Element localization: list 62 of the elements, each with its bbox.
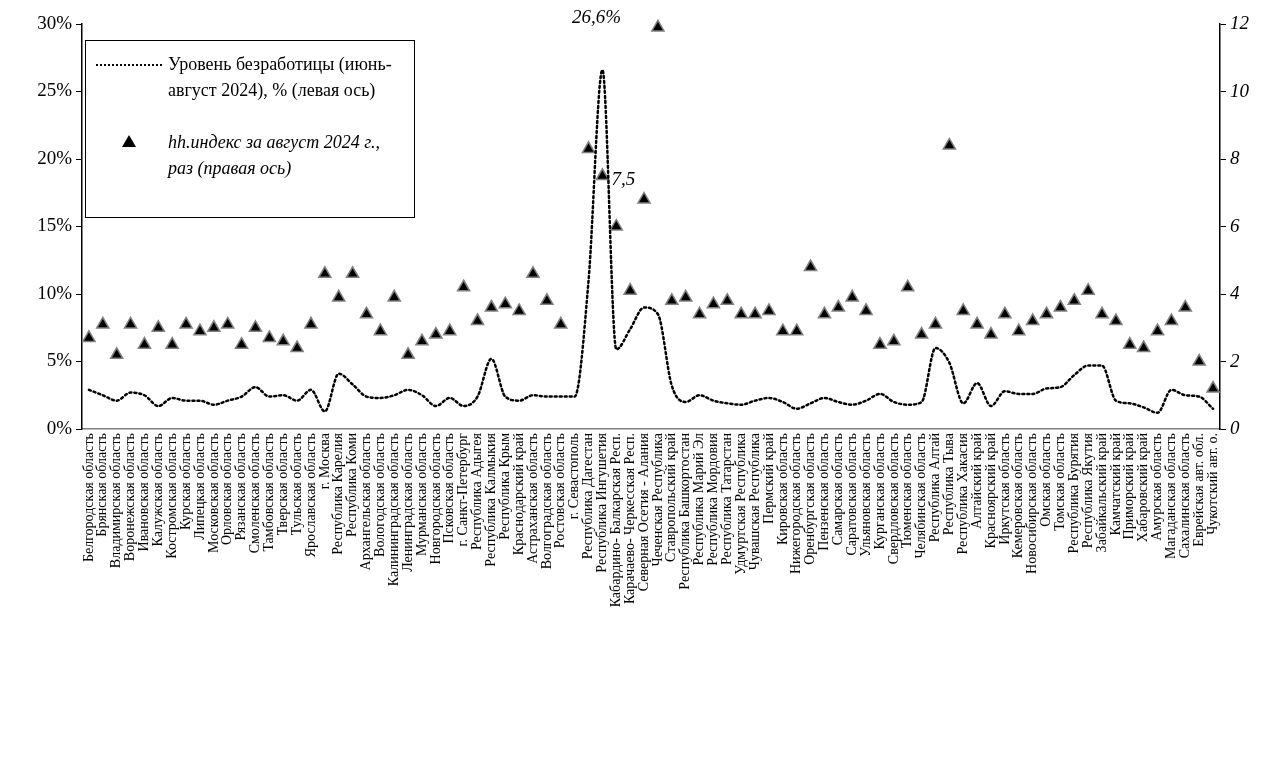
x-tick-label: Томская область	[1052, 433, 1068, 531]
y2-tick-label: 0	[1230, 417, 1240, 438]
x-tick-label: Республика Алтай	[927, 432, 943, 543]
x-tick-label: г. Санкт-Петербург	[455, 432, 471, 547]
x-tick-label: Вологодская область	[372, 433, 388, 557]
x-tick-label: Республика Башкортостан	[677, 432, 693, 590]
x-tick-label: Республика Дагестан	[580, 432, 596, 560]
y2-tick-label: 8	[1230, 147, 1240, 168]
x-tick-label: Республика Мордовия	[705, 432, 721, 566]
x-tick-label: Новосибирская область	[1024, 433, 1040, 574]
y2-tick-label: 2	[1230, 349, 1240, 371]
x-tick-label: Рязанская область	[233, 433, 249, 541]
legend-label: Уровень безработицы (июнь-август 2024), % (левая ось)	[168, 53, 393, 102]
x-tick-label: Омская область	[1038, 433, 1054, 527]
x-tick-label: Республика Коми	[344, 432, 360, 537]
x-tick-label: Чукотский авт. о.	[1204, 433, 1220, 535]
x-tick-label: Калужская область	[150, 433, 165, 547]
x-tick-label: Самарская область	[830, 433, 846, 546]
x-tick-label: Орловская область	[219, 433, 235, 546]
x-tick-label: Белгородская область	[80, 433, 96, 563]
x-tick-label: Забайкальский край	[1093, 432, 1109, 553]
x-tick-label: Воронежская область	[122, 433, 138, 562]
x-tick-label: Красноярский край	[982, 432, 998, 549]
x-tick-label: Магаданская область	[1163, 433, 1179, 560]
x-tick-label: Московская область	[205, 433, 221, 553]
y-tick-label: 0%	[46, 416, 73, 438]
y-tick-label: 30%	[37, 11, 73, 33]
y-tick-label: 5%	[46, 349, 73, 371]
x-tick-label: Ивановская область	[136, 433, 152, 552]
x-tick-label: Смоленская область	[247, 433, 263, 554]
y-tick-label: 15%	[37, 214, 73, 236]
data-label: 26,6%	[571, 6, 621, 28]
x-tick-label: Владимирская область	[108, 433, 124, 569]
x-tick-label: Тамбовская область	[261, 433, 277, 552]
x-tick-label: Челябинская область	[913, 433, 929, 559]
y-tick-label: 20%	[37, 146, 73, 168]
x-tick-label: Пензенская область	[816, 433, 832, 551]
x-tick-label: Республика Адыгея	[469, 432, 485, 551]
x-tick-label: Ставропольский край	[663, 432, 679, 562]
x-tick-label: Курганская область	[871, 433, 887, 550]
y2-tick-label: 12	[1230, 12, 1250, 33]
x-tick-label: Еврейская авт. обл.	[1190, 433, 1206, 547]
x-tick-label: Республика Карелия	[330, 432, 346, 555]
legend-label: hh.индекс за август 2024 г., раз (правая ось)	[168, 131, 382, 180]
x-tick-label: Хабаровский край	[1135, 432, 1151, 543]
y2-tick-label: 4	[1230, 282, 1240, 303]
y2-tick-label: 10	[1230, 79, 1250, 101]
x-tick-label: Пермский край	[760, 432, 776, 524]
x-tick-label: Архангельская область	[358, 433, 374, 571]
x-tick-label: Камчатский край	[1107, 432, 1123, 536]
x-tick-label: Республика Марий Эл	[691, 432, 707, 566]
y-tick-label: 10%	[37, 281, 73, 303]
data-label: 7,5	[611, 167, 636, 189]
x-tick-label: Амурская область	[1149, 433, 1165, 541]
x-tick-label: Оренбургская область	[802, 433, 818, 565]
x-tick-label: Тверская область	[274, 433, 290, 536]
x-tick-label: г. Москва	[316, 432, 332, 490]
x-tick-label: Республика Бурятия	[1065, 432, 1081, 554]
x-tick-label: Приморский край	[1121, 432, 1137, 540]
y-tick-label: 25%	[37, 79, 73, 101]
y2-tick-label: 6	[1230, 214, 1240, 236]
x-tick-label: г. Севастополь	[566, 433, 582, 520]
